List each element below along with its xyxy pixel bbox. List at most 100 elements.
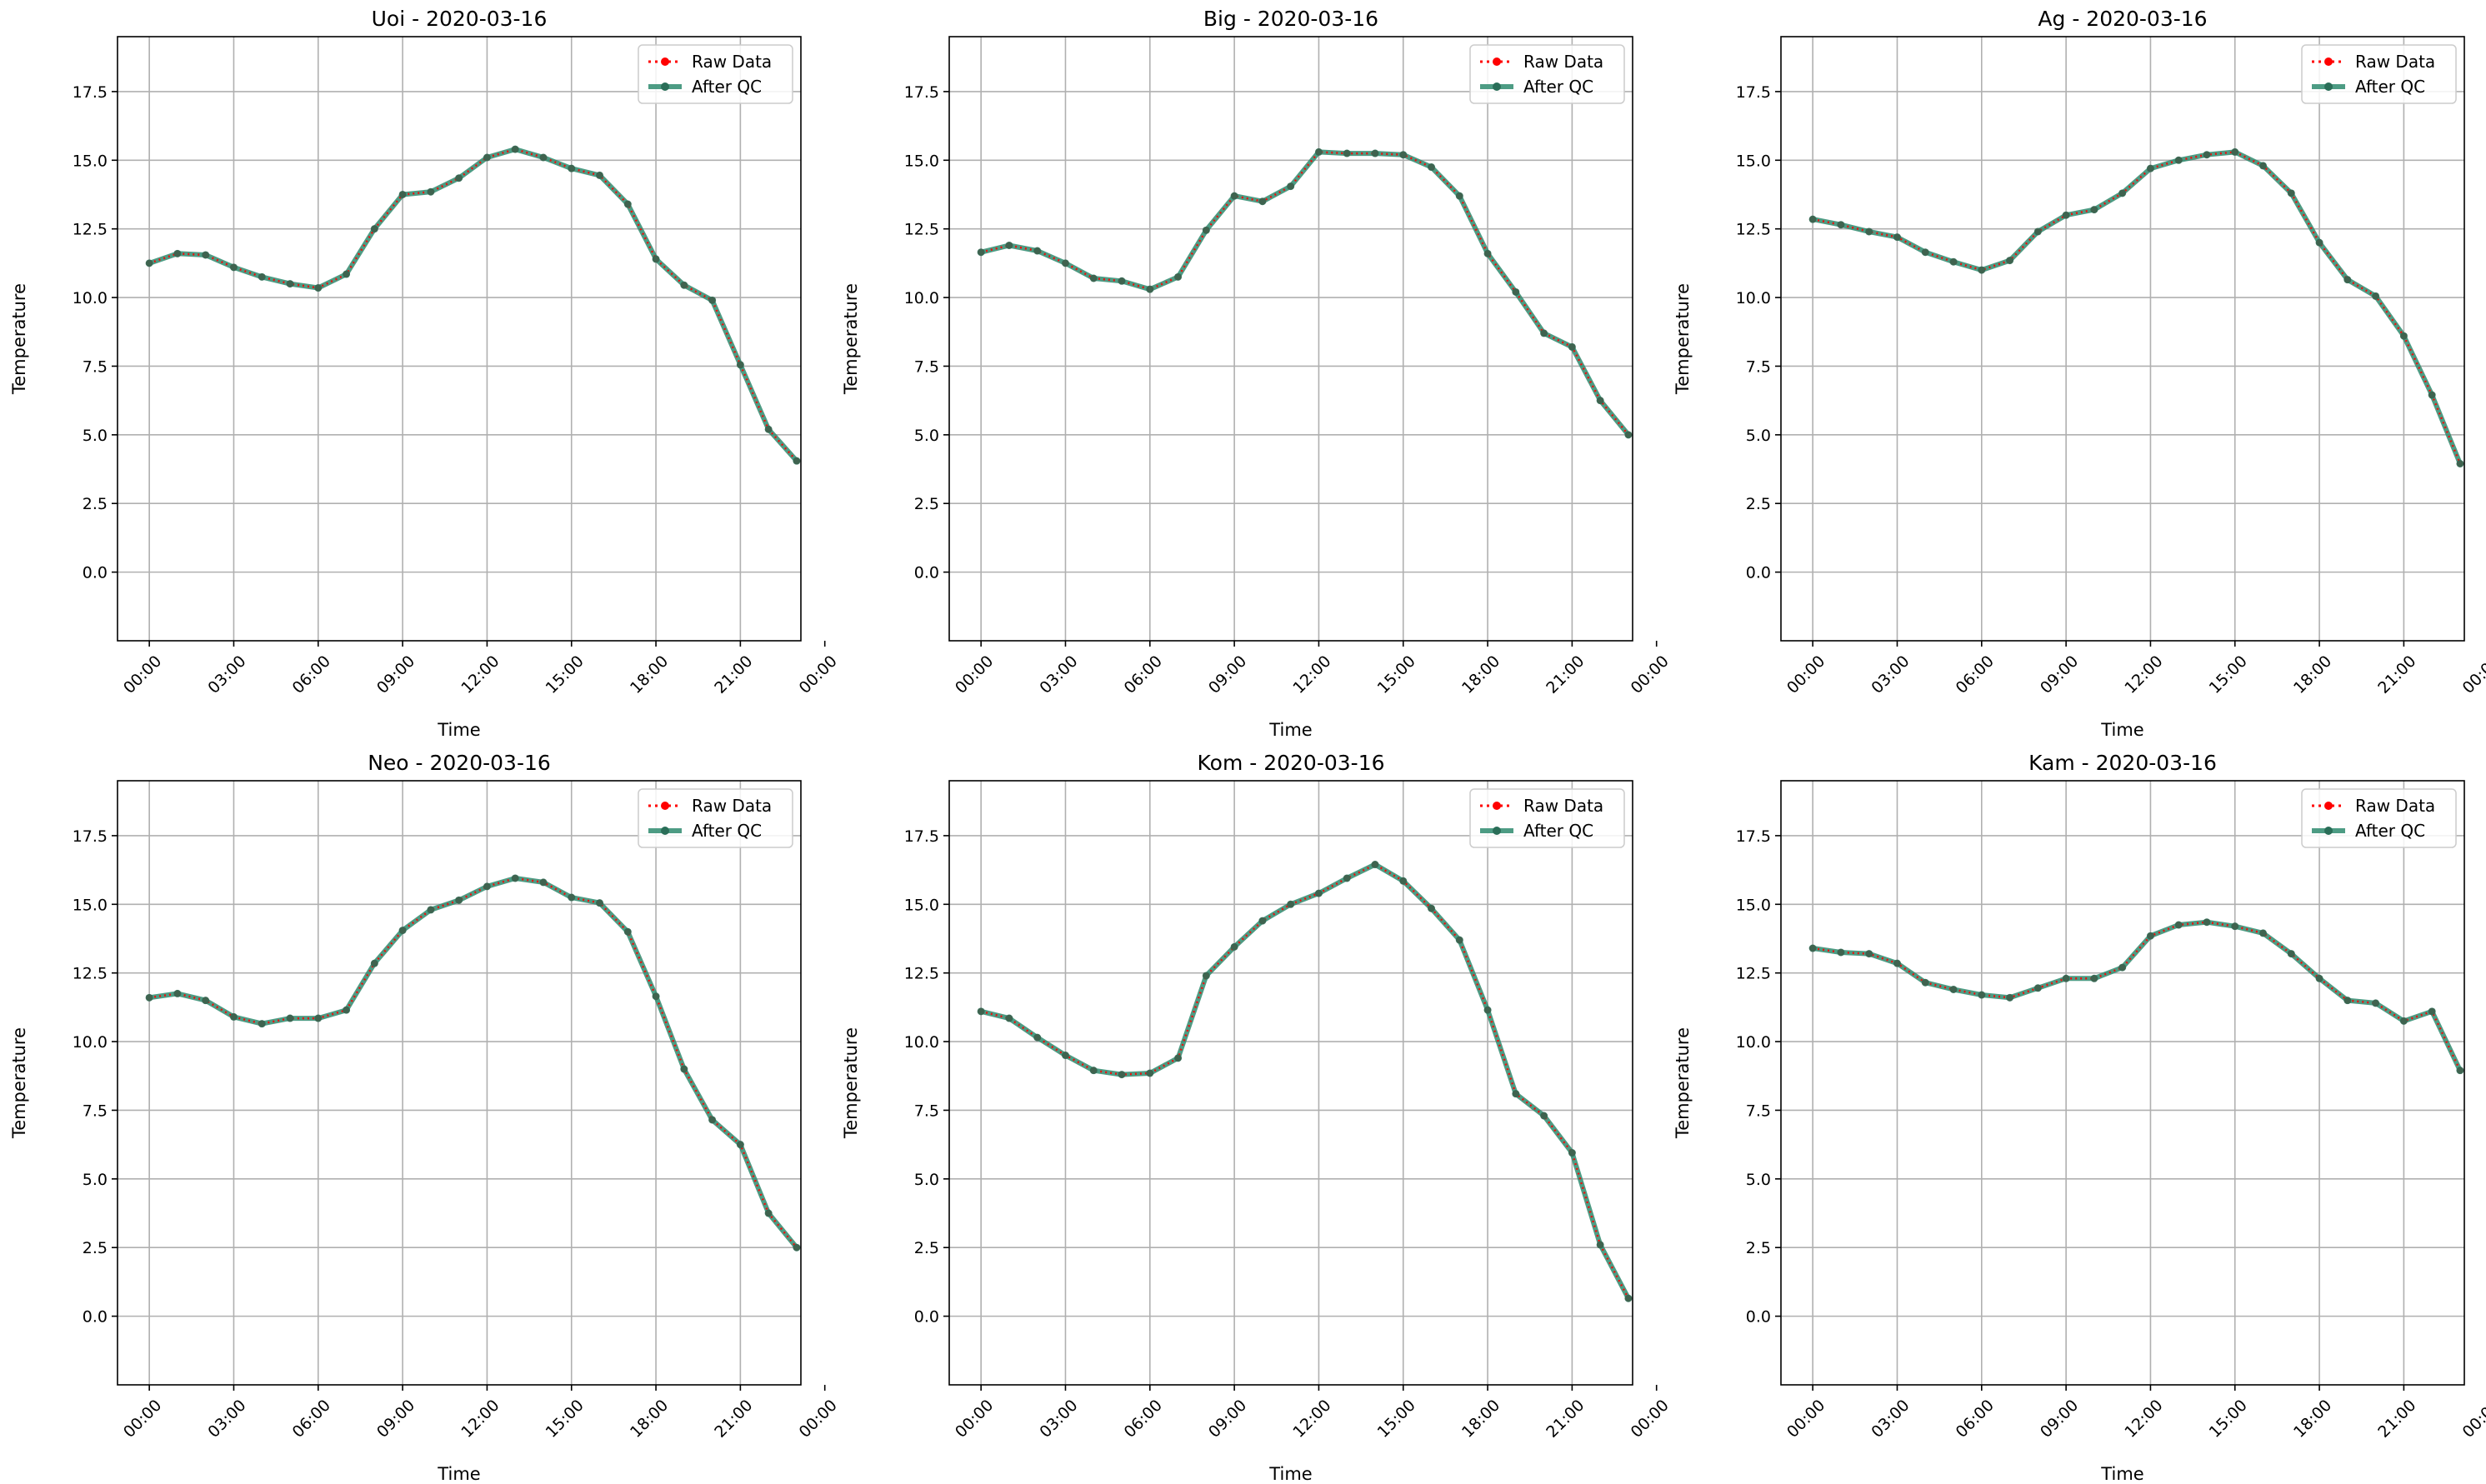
- y-tick-label: 17.5: [904, 83, 939, 102]
- point-after-qc: [511, 874, 519, 882]
- series-line-after-qc: [1810, 149, 2463, 467]
- x-tick-label: 09:00: [1205, 1397, 1250, 1442]
- point-after-qc: [2315, 238, 2323, 247]
- x-tick-label: 00:00: [1628, 652, 1673, 697]
- x-tick-label: 09:00: [2037, 652, 2082, 697]
- y-tick-label: 5.0: [1746, 1171, 1771, 1189]
- y-axis-label: Temperature: [9, 283, 29, 395]
- point-after-qc: [1428, 904, 1436, 912]
- point-after-qc: [1568, 1149, 1576, 1157]
- x-axis-label: Time: [2100, 720, 2143, 740]
- plot-frame: [948, 780, 1633, 1386]
- y-tick-label: 12.5: [904, 965, 939, 983]
- legend-marker-after-qc: [1493, 827, 1501, 835]
- y-tick-label: 7.5: [914, 357, 939, 376]
- point-after-qc: [977, 1007, 985, 1016]
- point-after-qc: [1399, 877, 1408, 885]
- point-after-qc: [229, 263, 238, 272]
- point-after-qc: [1540, 1112, 1548, 1120]
- point-after-qc: [145, 993, 153, 1002]
- point-after-qc: [596, 899, 604, 907]
- y-axis-label: Temperature: [1673, 283, 1693, 395]
- y-tick-label: 2.5: [1746, 1239, 1771, 1257]
- point-after-qc: [455, 174, 463, 182]
- legend-marker-after-qc: [2324, 827, 2333, 835]
- y-tick-label: 10.0: [73, 1033, 108, 1052]
- x-tick-label: 00:00: [796, 1397, 841, 1442]
- point-after-qc: [202, 251, 210, 259]
- point-after-qc: [286, 1014, 294, 1022]
- x-tick-label: 15:00: [2206, 1397, 2251, 1442]
- point-after-qc: [1512, 1090, 1520, 1098]
- series-line-raw-data: [1813, 921, 2462, 1072]
- y-tick-label: 10.0: [904, 289, 939, 307]
- legend-marker-after-qc: [661, 827, 669, 835]
- chart-title: Uoi - 2020-03-16: [372, 7, 548, 31]
- x-tick-label: 03:00: [204, 652, 249, 697]
- point-after-qc: [1118, 277, 1126, 285]
- point-after-qc: [2203, 918, 2211, 927]
- point-after-qc: [2090, 974, 2098, 982]
- point-after-qc: [736, 1141, 744, 1149]
- x-tick-label: 00:00: [1628, 1397, 1673, 1442]
- point-after-qc: [1483, 1006, 1492, 1014]
- y-tick-label: 5.0: [914, 427, 939, 445]
- y-tick-label: 15.0: [1736, 152, 1771, 170]
- legend-marker-after-qc: [2324, 82, 2333, 91]
- legend: Raw Data After QC: [1469, 44, 1625, 104]
- point-after-qc: [2372, 999, 2380, 1007]
- point-after-qc: [2315, 974, 2323, 982]
- point-after-qc: [1483, 249, 1492, 257]
- legend-marker-raw-data: [1493, 57, 1501, 66]
- point-after-qc: [1174, 1054, 1183, 1062]
- subplot-5: 0.0 2.5 5.0 7.5 10.0 12.5 15.0 17.5 00:00 03:00 06…: [841, 751, 1673, 1484]
- point-after-qc: [2006, 257, 2014, 265]
- plot-frame: [948, 36, 1633, 642]
- point-after-qc: [2428, 1007, 2436, 1016]
- point-after-qc: [1202, 972, 1210, 980]
- point-after-qc: [511, 145, 519, 153]
- x-tick-label: 12:00: [2121, 1397, 2166, 1442]
- x-tick-label: 21:00: [711, 652, 756, 697]
- legend-label-raw-data: Raw Data: [2355, 796, 2435, 816]
- y-tick-label: 7.5: [1746, 1102, 1771, 1120]
- x-tick-label: 00:00: [796, 652, 841, 697]
- legend-marker-raw-data: [2324, 802, 2333, 810]
- x-tick-label: 18:00: [1458, 652, 1503, 697]
- legend-label-after-qc: After QC: [2355, 821, 2425, 841]
- point-after-qc: [1371, 149, 1379, 157]
- point-after-qc: [370, 959, 378, 967]
- legend: Raw Data After QC: [638, 44, 793, 104]
- plot-frame: [117, 780, 802, 1386]
- y-tick-label: 17.5: [73, 827, 108, 846]
- point-after-qc: [736, 361, 744, 369]
- point-after-qc: [2118, 189, 2127, 197]
- point-after-qc: [2090, 206, 2098, 214]
- x-tick-label: 00:00: [1783, 652, 1828, 697]
- point-after-qc: [764, 1209, 773, 1217]
- x-tick-label: 00:00: [2459, 1397, 2486, 1442]
- point-after-qc: [2062, 211, 2070, 219]
- point-after-qc: [173, 249, 182, 257]
- x-axis-label: Time: [437, 1464, 480, 1484]
- y-tick-label: 15.0: [1736, 896, 1771, 914]
- x-tick-label: 00:00: [2459, 652, 2486, 697]
- y-tick-label: 5.0: [914, 1171, 939, 1189]
- point-after-qc: [483, 153, 491, 162]
- point-after-qc: [1371, 861, 1379, 869]
- x-tick-label: 12:00: [1289, 652, 1334, 697]
- y-tick-label: 2.5: [1746, 495, 1771, 513]
- y-tick-label: 15.0: [73, 896, 108, 914]
- plot-area: [118, 37, 801, 641]
- y-tick-label: 0.0: [914, 564, 939, 582]
- y-tick-label: 12.5: [73, 965, 108, 983]
- x-tick-label: 12:00: [458, 1397, 503, 1442]
- x-tick-label: 06:00: [1953, 1397, 1998, 1442]
- x-tick-label: 21:00: [1543, 652, 1588, 697]
- point-after-qc: [483, 882, 491, 891]
- point-after-qc: [343, 1006, 351, 1014]
- y-tick-label: 7.5: [83, 357, 108, 376]
- point-after-qc: [314, 1014, 323, 1022]
- point-after-qc: [1978, 991, 1986, 999]
- point-after-qc: [1921, 248, 1929, 257]
